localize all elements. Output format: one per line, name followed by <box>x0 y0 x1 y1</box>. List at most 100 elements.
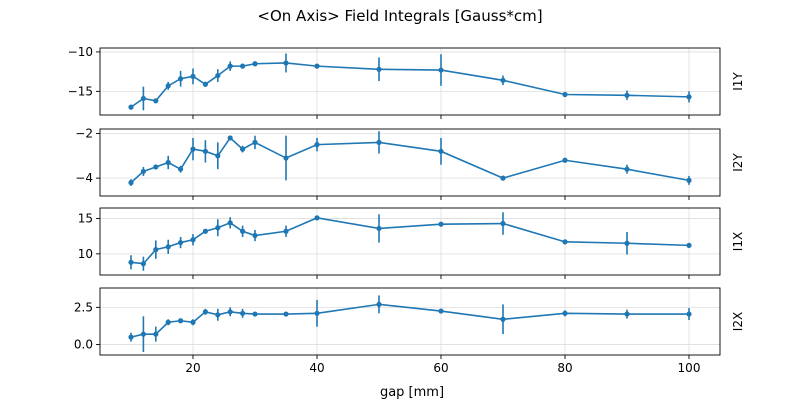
data-point <box>215 153 221 159</box>
data-point <box>227 63 233 69</box>
panel-label-i2x: I2X <box>731 312 745 331</box>
axes-frame <box>99 128 721 197</box>
data-point <box>500 220 506 227</box>
data-point <box>178 166 184 172</box>
series-line-i2x <box>130 303 689 338</box>
data-point <box>283 155 289 161</box>
subplot-i2y: −4 −2 I2Y <box>75 126 745 200</box>
data-point <box>215 225 221 231</box>
data-point <box>165 83 171 89</box>
data-point <box>252 61 258 67</box>
data-point <box>438 67 444 73</box>
chart-title: <On Axis> Field Integrals [Gauss*cm] <box>257 7 542 25</box>
data-point <box>227 309 233 315</box>
data-point <box>128 259 134 265</box>
data-point <box>190 319 196 325</box>
data-point <box>624 240 630 246</box>
data-point <box>202 148 208 154</box>
data-point <box>562 310 568 316</box>
data-point <box>240 63 246 69</box>
data-point <box>686 94 692 100</box>
data-point <box>128 334 134 340</box>
data-point <box>686 311 692 317</box>
data-point <box>562 239 568 245</box>
subplot-panels: −15 −10 I1Y −4 −2 I2Y 10 15 I1X 0.0 2.5 20 40 60 80 100… <box>68 45 746 375</box>
data-point <box>128 104 134 110</box>
data-point <box>128 180 134 186</box>
data-point <box>227 220 233 226</box>
y-tick-label: 2.5 <box>74 300 93 314</box>
y-tick-label: −4 <box>75 171 93 185</box>
y-tick-label: −2 <box>75 126 93 140</box>
data-point <box>314 63 320 69</box>
data-point <box>165 244 171 250</box>
data-point <box>153 164 159 170</box>
data-point <box>190 73 196 79</box>
data-point <box>153 247 159 253</box>
data-point <box>624 166 630 172</box>
axes-frame <box>99 287 721 356</box>
data-point <box>190 146 196 152</box>
panel-label-i1y: I1Y <box>731 72 745 91</box>
data-point <box>283 60 289 66</box>
data-point <box>227 135 233 141</box>
data-point <box>314 310 320 316</box>
series-line-i2y <box>130 136 690 184</box>
y-tick-label: −10 <box>68 45 93 59</box>
x-axis-label: gap [mm] <box>380 385 444 400</box>
series-line-i1y <box>130 62 690 108</box>
data-point <box>314 215 320 221</box>
data-point <box>153 331 159 337</box>
data-point <box>283 228 289 234</box>
data-point <box>178 76 184 82</box>
data-point <box>215 72 221 79</box>
x-tick-label: 40 <box>309 361 324 375</box>
x-tick-label: 100 <box>678 361 701 375</box>
data-point <box>140 331 146 337</box>
data-point <box>202 81 208 87</box>
data-point <box>562 91 568 98</box>
data-point <box>140 168 146 175</box>
y-tick-label: −15 <box>68 84 93 98</box>
panel-label-i1x: I1X <box>731 232 745 251</box>
data-point <box>438 221 444 227</box>
data-point <box>562 157 568 163</box>
data-point <box>215 312 221 318</box>
data-point <box>178 318 184 324</box>
data-point <box>165 319 171 325</box>
data-point <box>438 148 444 154</box>
subplot-i1y: −15 −10 I1Y <box>68 45 745 119</box>
subplot-i1x: 10 15 I1X <box>78 207 745 279</box>
data-point <box>140 95 146 102</box>
data-point <box>686 242 692 248</box>
data-point <box>252 311 258 317</box>
data-point <box>624 311 630 317</box>
data-point <box>624 92 630 98</box>
data-point <box>153 98 159 104</box>
data-point <box>240 310 246 316</box>
data-point <box>202 228 208 234</box>
data-point <box>500 77 506 83</box>
data-point <box>252 232 258 239</box>
data-point <box>178 239 184 246</box>
data-point <box>314 142 320 148</box>
data-point <box>438 308 444 314</box>
panel-label-i2y: I2Y <box>731 153 745 172</box>
x-tick-label: 60 <box>433 361 448 375</box>
axes-frame <box>99 207 721 276</box>
data-point <box>165 159 171 166</box>
data-point <box>376 225 382 232</box>
data-point <box>190 237 196 243</box>
y-tick-label: 10 <box>78 247 93 261</box>
data-point <box>500 175 506 181</box>
data-point <box>376 301 382 307</box>
series-line-i1x <box>130 217 690 265</box>
data-point <box>240 146 246 152</box>
data-point <box>376 139 382 145</box>
subplot-i2x: 0.0 2.5 20 40 60 80 100 I2X <box>74 287 745 375</box>
x-tick-label: 80 <box>557 361 572 375</box>
data-point <box>202 309 208 315</box>
y-tick-label: 15 <box>78 212 93 226</box>
data-point <box>500 316 506 322</box>
data-point <box>240 228 246 234</box>
